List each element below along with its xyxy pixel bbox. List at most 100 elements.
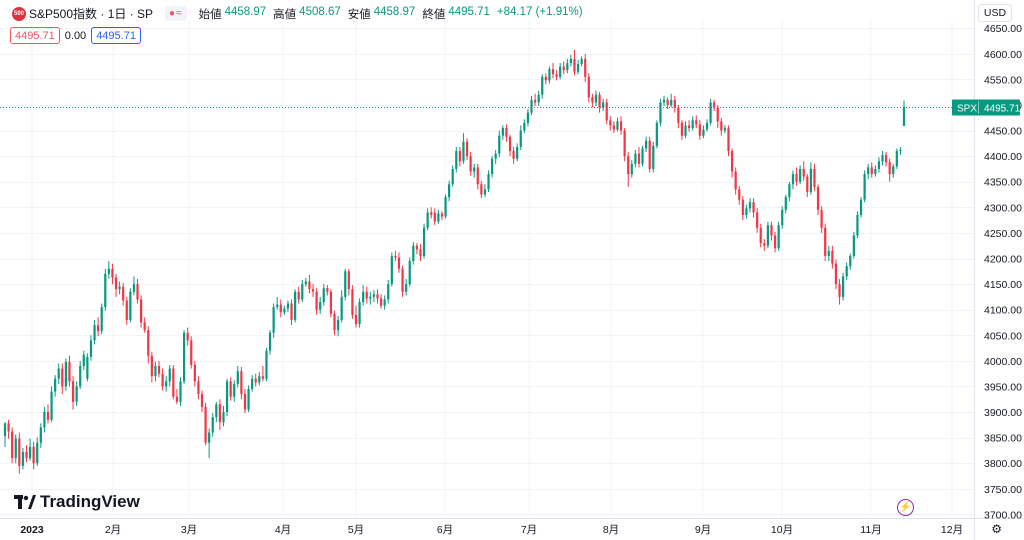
candle-body	[422, 227, 426, 256]
x-tick-label: 7月	[521, 524, 537, 536]
candle-body	[408, 261, 411, 285]
candle-body	[333, 313, 336, 331]
candle-body	[46, 412, 50, 420]
candle-body	[602, 102, 605, 108]
candle-body	[118, 286, 121, 290]
candle-body	[172, 368, 175, 397]
candle-body	[111, 268, 114, 278]
candle-body	[451, 168, 454, 185]
candle-body	[895, 151, 898, 167]
candle-body	[154, 365, 157, 377]
candle-body	[720, 121, 723, 131]
candle-body	[68, 361, 71, 382]
symbol-title[interactable]: S&P500指数 · 1日 · SP	[29, 7, 154, 21]
compare-badge[interactable]: ● ≈	[165, 6, 187, 21]
candle-body	[594, 94, 598, 103]
lightning-icon[interactable]: ⚡	[897, 499, 914, 516]
candle-body	[573, 58, 576, 72]
candle-body	[347, 271, 350, 290]
x-tick-label: 8月	[603, 524, 619, 536]
y-tick-label: 3800.00	[984, 458, 1022, 470]
symbol-legend: 500 S&P500指数 · 1日 · SP ● ≈ 始値 4458.97 高値…	[12, 5, 583, 22]
candle-body	[741, 199, 744, 216]
candle-body	[268, 332, 272, 351]
brand-name: TradingView	[40, 492, 140, 511]
candle-body	[816, 186, 820, 210]
currency-selector[interactable]: USD	[978, 4, 1012, 22]
candle-body	[290, 303, 293, 320]
candle-body	[261, 376, 264, 379]
candle-body	[748, 202, 752, 209]
candle-body	[14, 438, 17, 459]
candle-body	[247, 389, 250, 410]
candle-body	[884, 155, 888, 163]
candle-body	[283, 308, 286, 313]
candle-body	[834, 263, 838, 285]
candle-body	[75, 386, 78, 402]
candle-body	[229, 381, 232, 397]
candle-body	[576, 64, 580, 72]
candle-body	[799, 168, 802, 182]
candle-body	[157, 365, 161, 374]
candle-body	[888, 162, 891, 175]
candle-body	[354, 314, 358, 325]
candle-body	[297, 291, 300, 300]
candle-body	[433, 212, 436, 222]
candle-body	[465, 141, 469, 157]
candle-body	[559, 66, 562, 77]
candle-body	[566, 62, 569, 71]
candle-body	[745, 208, 748, 216]
candle-body	[652, 145, 655, 169]
candle-body	[340, 296, 343, 320]
candle-body	[64, 361, 67, 387]
candle-body	[788, 184, 791, 198]
candle-body	[619, 121, 623, 131]
sell-price-button[interactable]: 4495.71	[10, 27, 60, 44]
candle-body	[455, 151, 458, 169]
candle-body	[394, 255, 397, 258]
y-tick-label: 4350.00	[984, 177, 1022, 189]
buy-price-button[interactable]: 4495.71	[91, 27, 141, 44]
x-tick-label: 9月	[695, 524, 711, 536]
candle-body	[311, 289, 315, 292]
candle-body	[265, 350, 268, 379]
high-label: 高値	[273, 8, 297, 21]
candle-body	[806, 176, 809, 192]
candle-body	[208, 432, 211, 443]
price-tag-symbol: SPX	[957, 104, 977, 115]
candle-body	[93, 325, 96, 341]
candle-body	[322, 288, 325, 303]
candle-body	[863, 174, 866, 200]
candle-body	[716, 107, 719, 122]
close-value: 4495.71	[448, 5, 490, 18]
candle-body	[802, 168, 805, 177]
candle-body	[616, 121, 619, 130]
candle-body	[680, 122, 684, 136]
candle-body	[351, 289, 354, 315]
candle-body	[104, 273, 107, 308]
candle-body	[523, 122, 526, 131]
candle-body	[448, 184, 451, 198]
gear-icon[interactable]: ⚙	[991, 522, 1002, 536]
candle-body	[512, 151, 515, 159]
candle-body	[867, 167, 870, 175]
candle-body	[791, 174, 795, 185]
y-tick-label: 4250.00	[984, 228, 1022, 240]
candle-body	[662, 99, 666, 103]
candle-body	[383, 299, 386, 306]
candle-body	[86, 356, 89, 379]
candle-body	[233, 383, 236, 397]
candle-body	[526, 112, 530, 123]
candle-body	[605, 102, 608, 121]
tradingview-logo[interactable]: TradingView	[14, 492, 140, 512]
open-label: 始値	[198, 8, 222, 21]
candle-body	[584, 58, 587, 77]
candle-body	[365, 291, 368, 299]
candle-body	[286, 303, 290, 309]
candle-body	[645, 140, 648, 149]
high-value: 4508.67	[299, 5, 341, 18]
candle-body	[612, 125, 615, 130]
candle-body	[877, 161, 881, 169]
